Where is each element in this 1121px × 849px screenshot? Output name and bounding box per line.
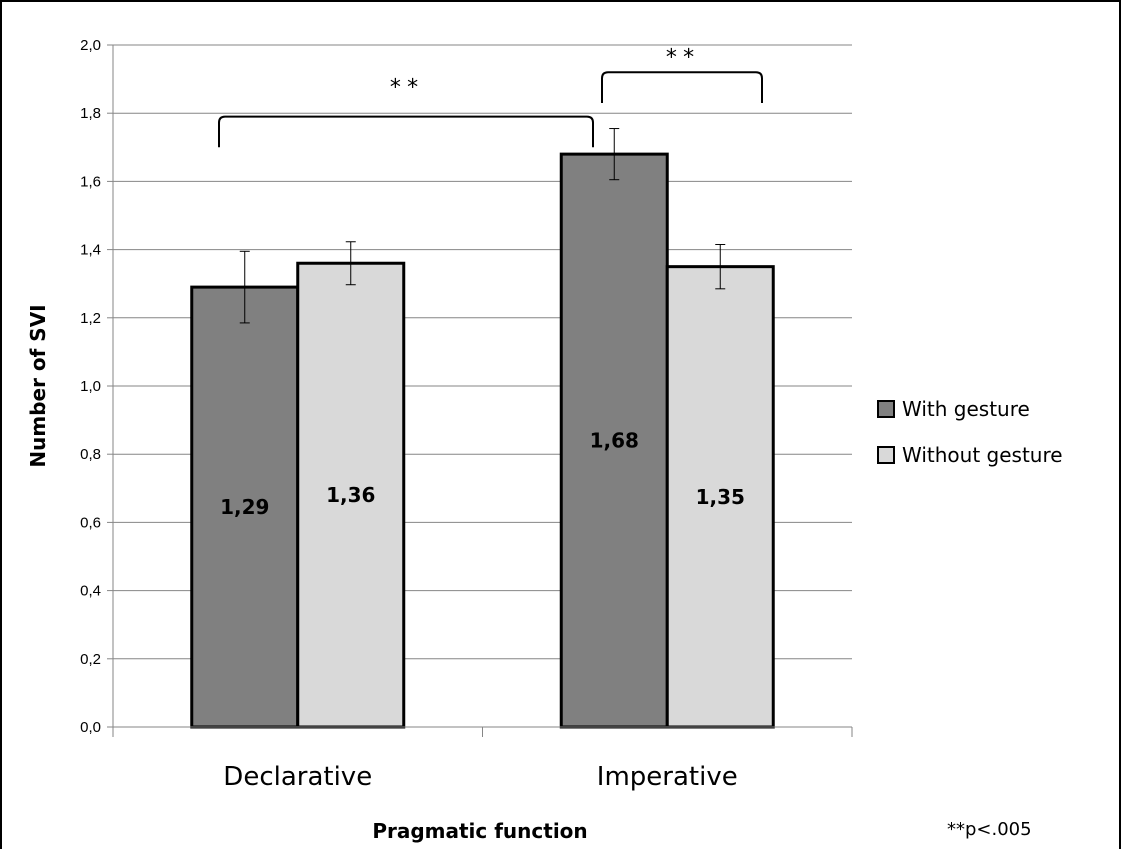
y-tick-label: 0,8 <box>80 446 101 463</box>
data-label: 1,68 <box>590 429 639 453</box>
y-tick-label: 1,6 <box>80 173 101 190</box>
bar <box>190 285 300 729</box>
y-tick-label: 0,6 <box>80 514 101 531</box>
x-axis-title: Pragmatic function <box>372 819 587 843</box>
bars <box>190 152 775 729</box>
legend-label: Without gesture <box>902 443 1063 467</box>
y-tick-label: 0,4 <box>80 583 101 600</box>
y-tick-label: 0,2 <box>80 651 101 668</box>
bar <box>559 152 669 729</box>
significance-marker: ** <box>389 76 424 101</box>
significance-marker: ** <box>665 45 700 70</box>
x-axis-ticks <box>112 727 853 737</box>
y-tick-label: 1,4 <box>80 242 101 259</box>
bar <box>296 261 406 729</box>
legend-label: With gesture <box>902 397 1030 421</box>
category-label: Imperative <box>597 762 738 792</box>
y-tick-labels: 0,0 0,2 0,4 0,6 0,8 1,0 1,2 1,4 1,6 1,8 2,0 <box>80 37 101 736</box>
y-tick-label: 1,0 <box>80 378 101 395</box>
y-axis-title: Number of SVI <box>26 304 50 467</box>
data-label: 1,36 <box>326 483 375 507</box>
y-tick-label: 0,0 <box>80 719 101 736</box>
bar <box>665 265 775 729</box>
data-label: 1,35 <box>696 485 745 509</box>
y-tick-label: 1,8 <box>80 105 101 122</box>
y-tick-label: 2,0 <box>80 37 101 54</box>
legend-swatch <box>877 446 895 464</box>
error-bars <box>239 128 726 324</box>
significance-bracket <box>218 115 594 148</box>
data-labels: 1,29 1,36 1,68 1,35 <box>220 429 745 519</box>
significance-brackets: ** ** <box>218 45 763 148</box>
category-labels: Declarative Imperative <box>223 762 737 792</box>
y-tick-label: 1,2 <box>80 310 101 327</box>
significance-footnote: **p<.005 <box>947 819 1032 840</box>
category-label: Declarative <box>223 762 372 792</box>
legend: With gesture Without gesture <box>877 397 1063 467</box>
data-label: 1,29 <box>220 495 269 519</box>
significance-bracket <box>601 71 763 103</box>
legend-swatch <box>877 400 895 418</box>
